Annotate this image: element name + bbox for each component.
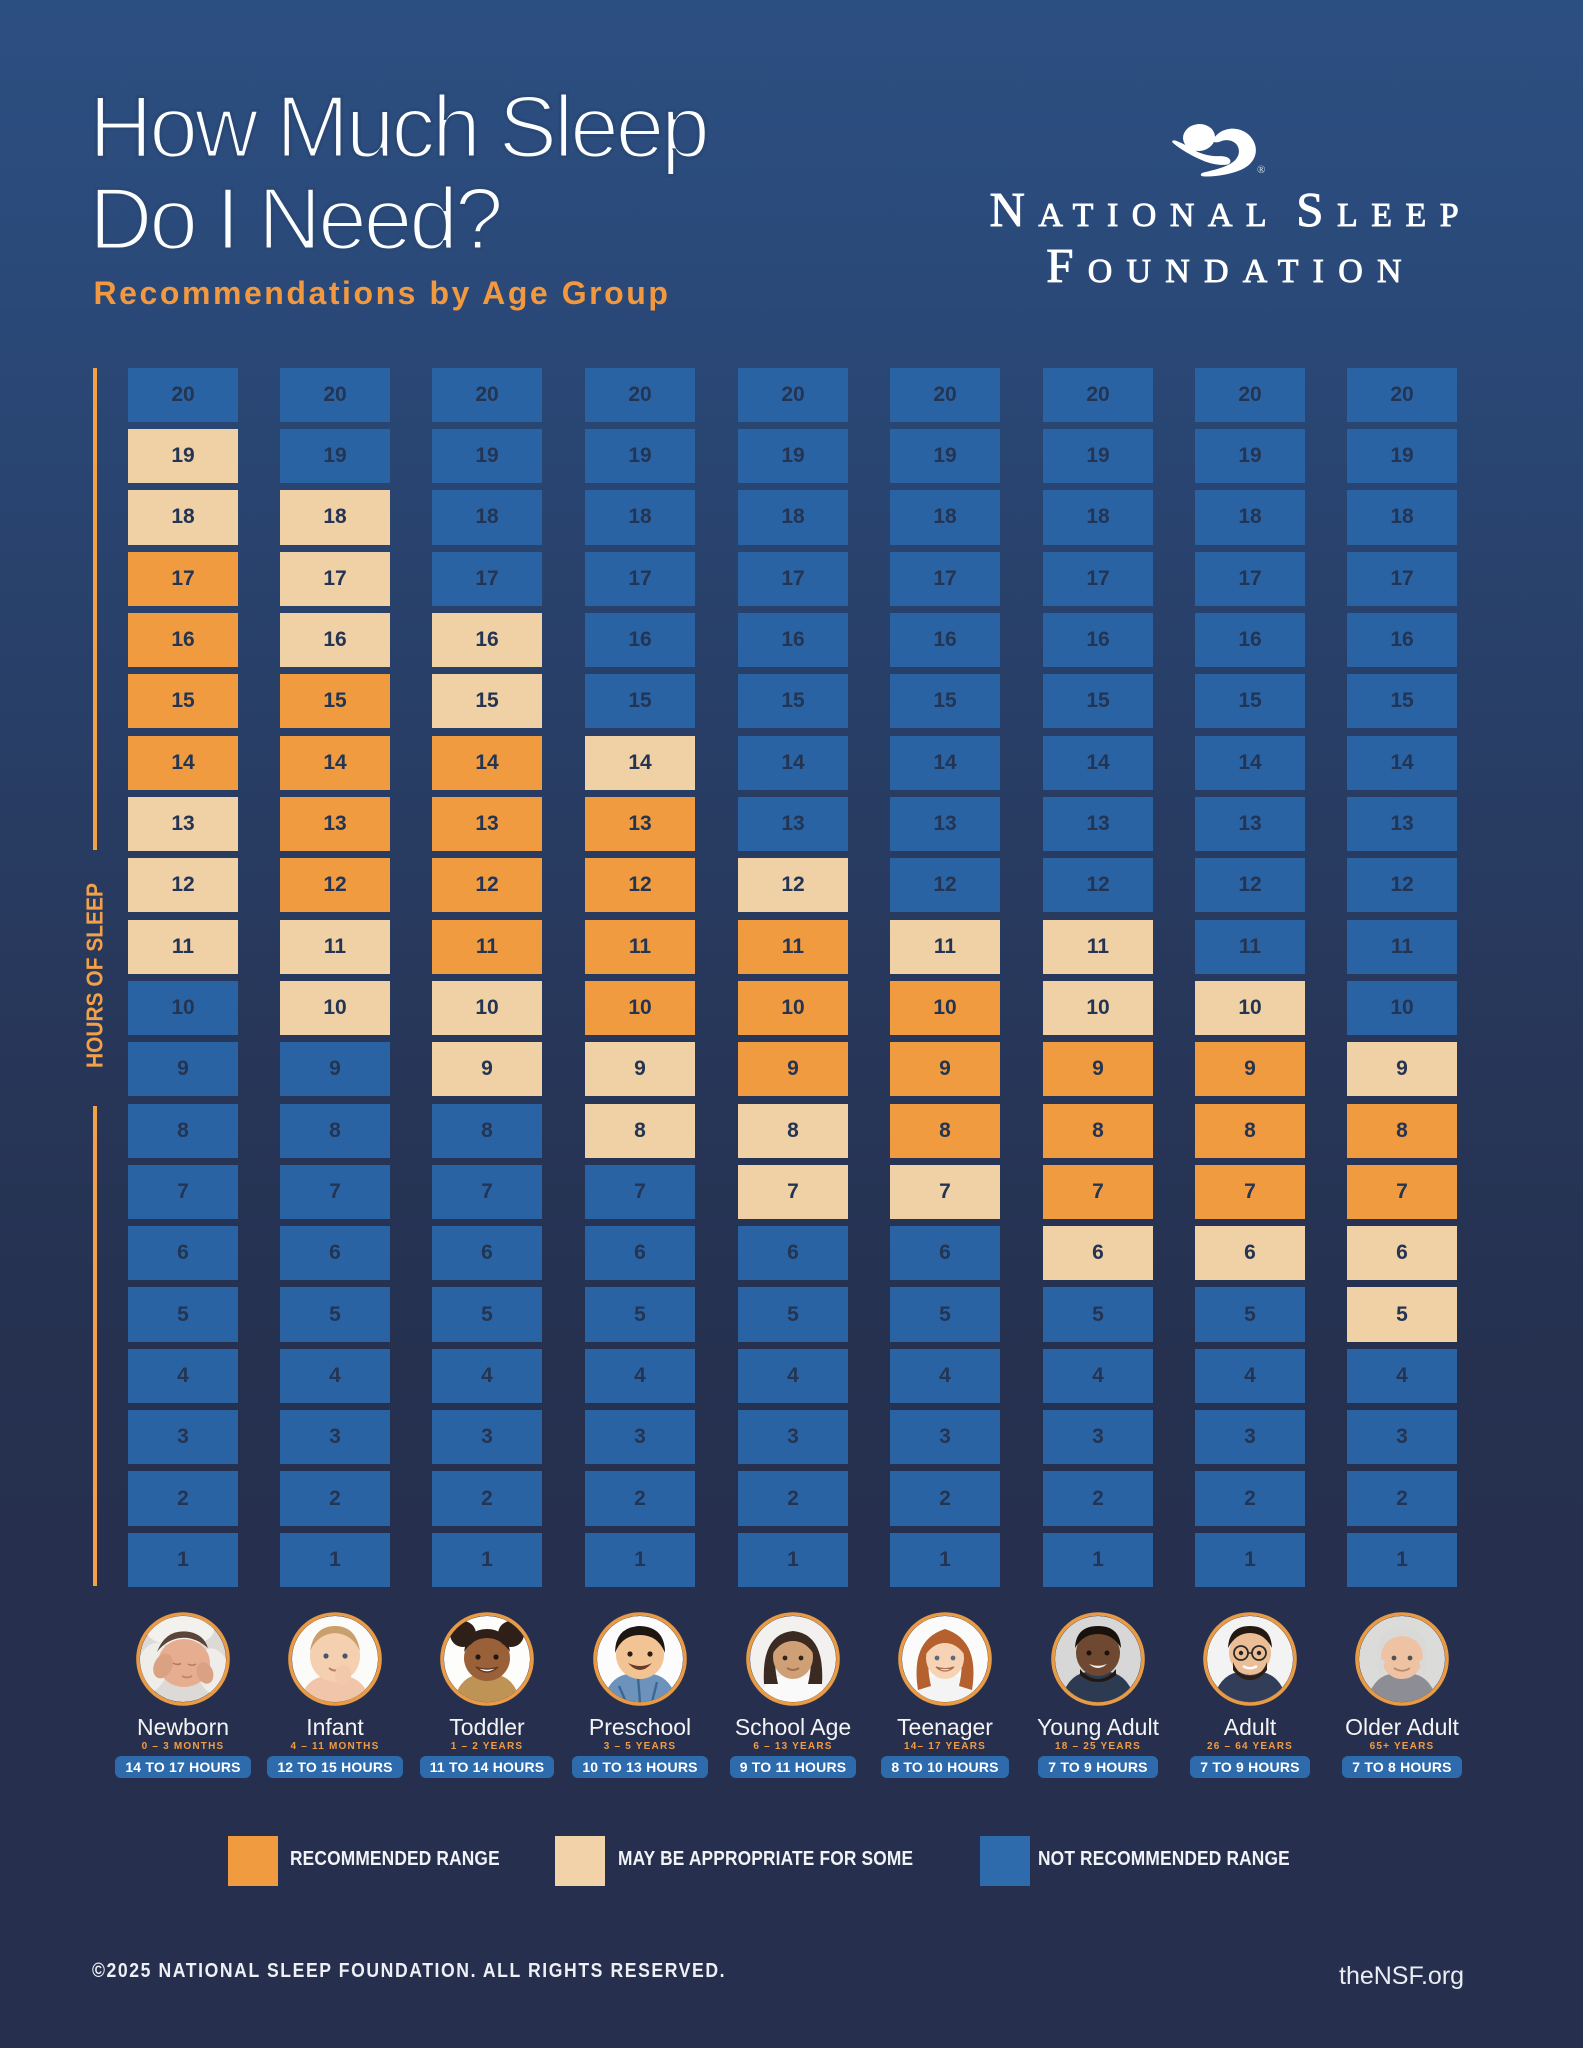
svg-text:®: ®: [1257, 164, 1265, 176]
